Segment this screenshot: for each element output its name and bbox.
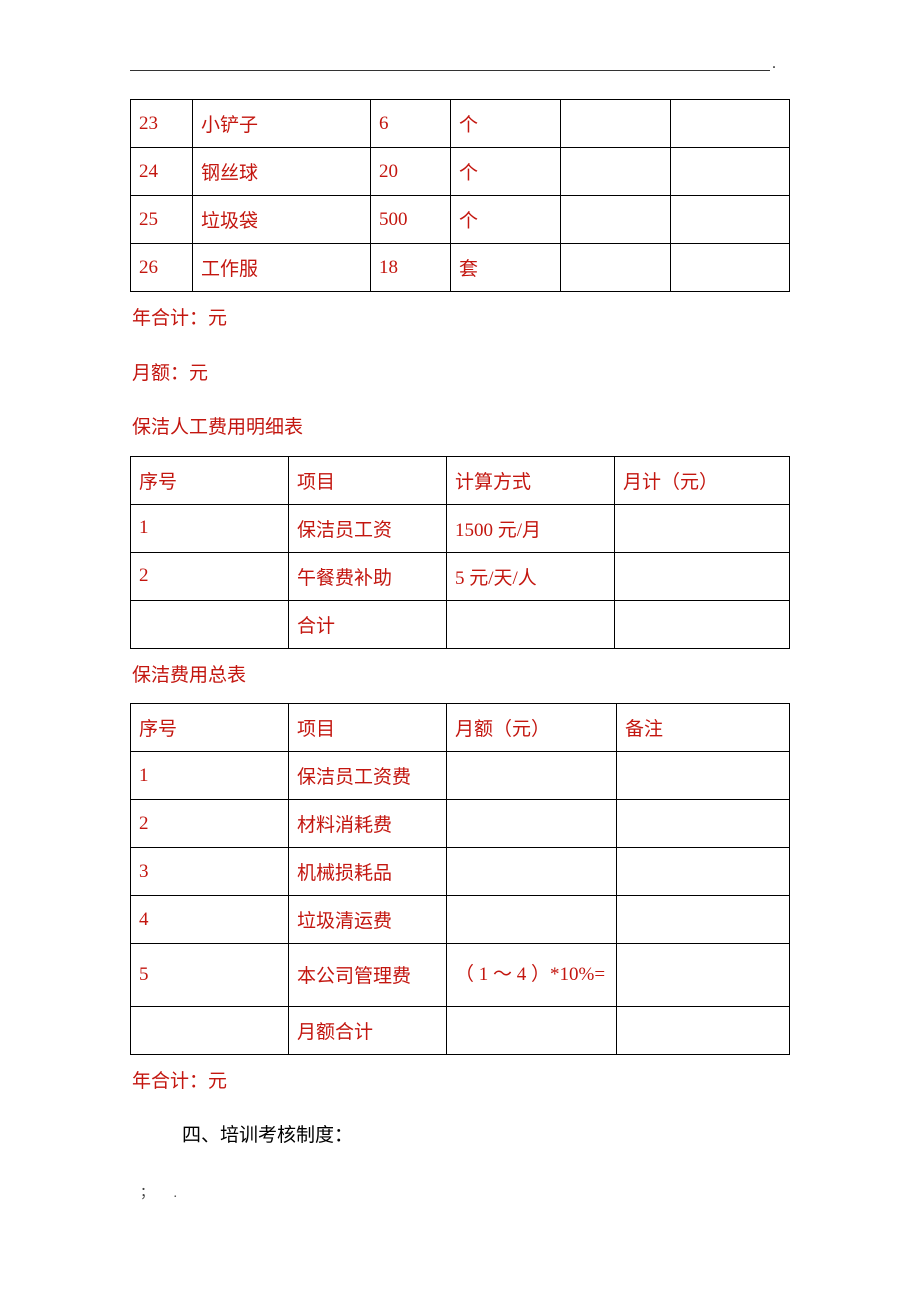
col-header: 序号: [131, 704, 289, 752]
cell-item: 保洁员工资费: [289, 752, 447, 800]
cell-empty: [561, 148, 671, 196]
cell-num: 4: [131, 896, 289, 944]
cell-num: 1: [131, 752, 289, 800]
cell-empty: [561, 244, 671, 292]
cell-note: [617, 848, 790, 896]
cell-num: 26: [131, 244, 193, 292]
labor-table-title: 保洁人工费用明细表: [130, 401, 790, 456]
cell-name: 工作服: [193, 244, 371, 292]
cell-amount: [447, 752, 617, 800]
cell-name: 垃圾袋: [193, 196, 371, 244]
cell-empty: [671, 148, 790, 196]
cell-empty: [561, 196, 671, 244]
cell-num: 2: [131, 800, 289, 848]
col-header: 备注: [617, 704, 790, 752]
cell-note: [617, 896, 790, 944]
table-row: 5 本公司管理费 （ 1 ～ 4 ）*10%=: [131, 944, 790, 1007]
cell-note: [617, 944, 790, 1007]
cell-monthly: [615, 600, 790, 648]
cell-num: 3: [131, 848, 289, 896]
cell-item: 本公司管理费: [289, 944, 447, 1007]
top-rule: [130, 70, 770, 71]
cell-amount: [447, 848, 617, 896]
col-header: 月额（元）: [447, 704, 617, 752]
col-header: 项目: [289, 456, 447, 504]
cell-num: 5: [131, 944, 289, 1007]
cell-amount: [447, 800, 617, 848]
cell-qty: 500: [371, 196, 451, 244]
cell-calc: [447, 600, 615, 648]
cell-empty: [561, 100, 671, 148]
cell-qty: 18: [371, 244, 451, 292]
cell-num: 23: [131, 100, 193, 148]
cell-amount: [447, 1006, 617, 1054]
cell-empty: [671, 244, 790, 292]
col-header: 月计（元）: [615, 456, 790, 504]
cell-note: [617, 1006, 790, 1054]
table-row: 3 机械损耗品: [131, 848, 790, 896]
table-row: 1 保洁员工资 1500 元/月: [131, 504, 790, 552]
year-total-line: 年合计：元: [130, 292, 790, 347]
cell-note: [617, 752, 790, 800]
table-header-row: 序号 项目 月额（元） 备注: [131, 704, 790, 752]
table-row: 24 钢丝球 20 个: [131, 148, 790, 196]
summary-cost-table: 序号 项目 月额（元） 备注 1 保洁员工资费 2 材料消耗费: [130, 703, 790, 1055]
cell-num: 24: [131, 148, 193, 196]
table-header-row: 序号 项目 计算方式 月计（元）: [131, 456, 790, 504]
cell-unit: 个: [451, 196, 561, 244]
cell-unit: 套: [451, 244, 561, 292]
cell-item: 月额合计: [289, 1006, 447, 1054]
cell-item: 机械损耗品: [289, 848, 447, 896]
table-row: 1 保洁员工资费: [131, 752, 790, 800]
footer-marks: ； .: [130, 1164, 790, 1202]
cell-item: 保洁员工资: [289, 504, 447, 552]
summary-table-title: 保洁费用总表: [130, 649, 790, 704]
cell-num: [131, 600, 289, 648]
cell-item: 材料消耗费: [289, 800, 447, 848]
cell-monthly: [615, 504, 790, 552]
month-total-line: 月额：元: [130, 347, 790, 402]
cell-calc: 5 元/天/人: [447, 552, 615, 600]
col-header: 项目: [289, 704, 447, 752]
cell-item: 午餐费补助: [289, 552, 447, 600]
cell-note: [617, 800, 790, 848]
cell-item: 垃圾清运费: [289, 896, 447, 944]
cell-calc: 1500 元/月: [447, 504, 615, 552]
table-row: 2 材料消耗费: [131, 800, 790, 848]
labor-cost-table: 序号 项目 计算方式 月计（元） 1 保洁员工资 1500 元/月 2 午餐费补…: [130, 456, 790, 649]
table-row: 月额合计: [131, 1006, 790, 1054]
cell-qty: 20: [371, 148, 451, 196]
col-header: 序号: [131, 456, 289, 504]
materials-table: 23 小铲子 6 个 24 钢丝球 20 个 25 垃圾袋: [130, 99, 790, 292]
cell-amount: （ 1 ～ 4 ）*10%=: [447, 944, 617, 1007]
year-total-line-2: 年合计：元: [130, 1055, 790, 1110]
cell-name: 小铲子: [193, 100, 371, 148]
cell-item: 合计: [289, 600, 447, 648]
cell-num: 1: [131, 504, 289, 552]
cell-num: [131, 1006, 289, 1054]
cell-qty: 6: [371, 100, 451, 148]
cell-monthly: [615, 552, 790, 600]
table-row: 合计: [131, 600, 790, 648]
table-row: 25 垃圾袋 500 个: [131, 196, 790, 244]
cell-unit: 个: [451, 100, 561, 148]
table-row: 23 小铲子 6 个: [131, 100, 790, 148]
table-row: 2 午餐费补助 5 元/天/人: [131, 552, 790, 600]
cell-unit: 个: [451, 148, 561, 196]
cell-num: 2: [131, 552, 289, 600]
table-row: 26 工作服 18 套: [131, 244, 790, 292]
cell-empty: [671, 196, 790, 244]
cell-amount: [447, 896, 617, 944]
cell-name: 钢丝球: [193, 148, 371, 196]
table-row: 4 垃圾清运费: [131, 896, 790, 944]
section-4-heading: 四、培训考核制度：: [130, 1109, 790, 1164]
cell-num: 25: [131, 196, 193, 244]
cell-empty: [671, 100, 790, 148]
col-header: 计算方式: [447, 456, 615, 504]
